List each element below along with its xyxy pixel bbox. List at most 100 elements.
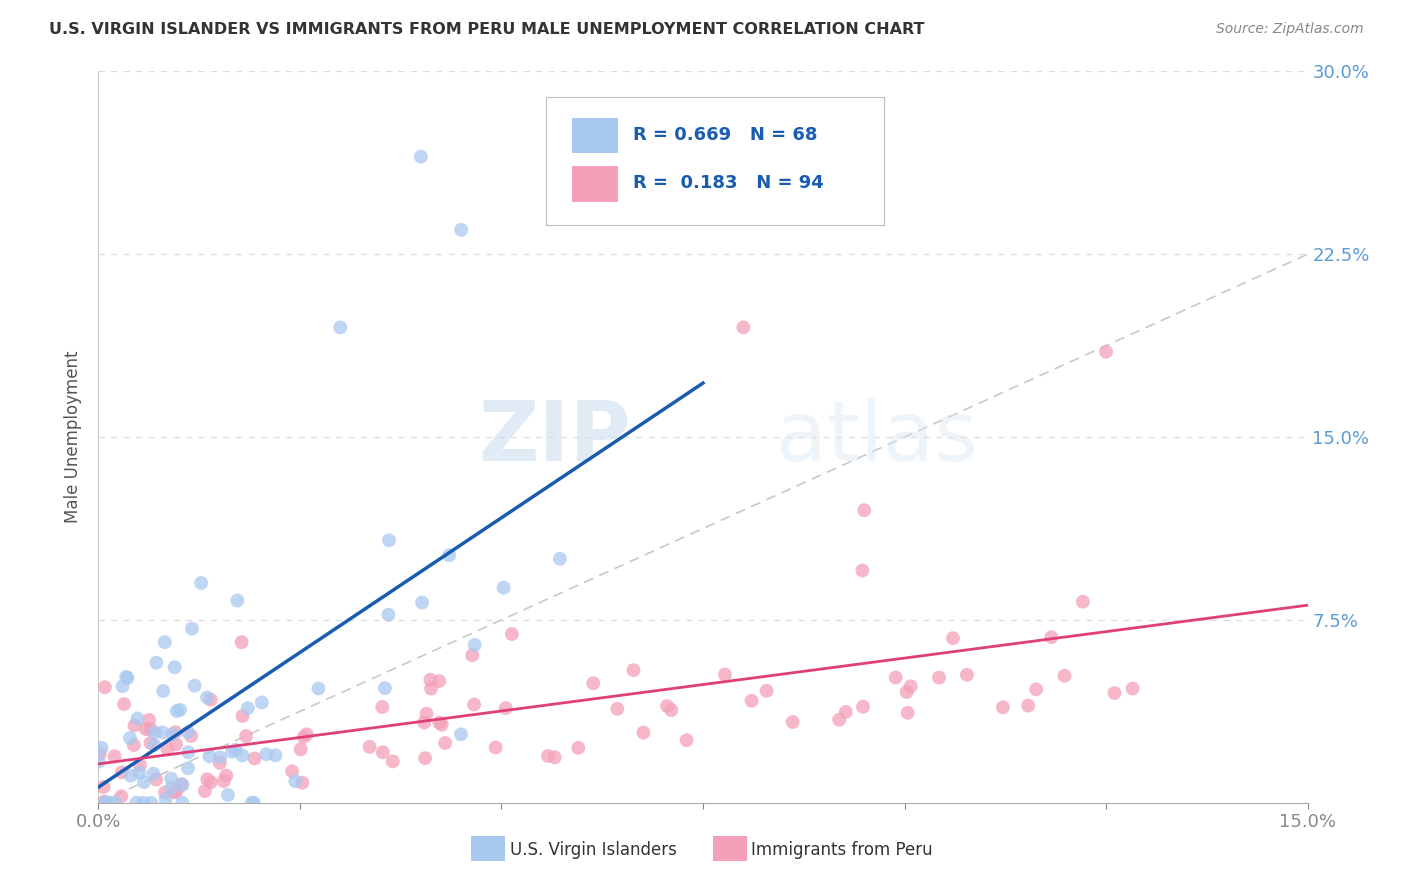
Point [896,685,918,699]
Point [501,627,523,641]
Point [852,699,875,714]
Point [231,635,253,649]
Point [209,750,232,764]
Point [548,551,571,566]
Point [170,777,193,791]
Point [120,731,142,745]
Point [122,738,145,752]
Point [125,796,148,810]
Point [463,698,485,712]
Point [160,772,183,786]
Point [112,697,135,711]
Point [190,576,212,591]
Point [200,692,222,706]
Point [94,680,117,694]
Point [143,738,166,752]
Point [143,725,166,739]
Point [172,796,194,810]
Point [450,727,472,741]
Point [1017,698,1039,713]
Point [142,766,165,780]
Point [655,699,678,714]
Point [1071,595,1094,609]
Point [567,740,589,755]
Point [153,785,176,799]
Point [782,714,804,729]
Point [169,703,191,717]
Point [413,751,436,765]
Point [240,796,263,810]
Point [177,761,200,775]
Point [411,595,433,609]
Point [1095,344,1118,359]
Point [928,671,950,685]
Point [250,696,273,710]
Point [409,150,432,164]
Text: atlas: atlas [776,397,977,477]
Point [420,681,443,696]
Point [828,713,851,727]
Point [115,670,138,684]
Point [96,796,118,810]
Point [1104,686,1126,700]
Point [231,709,253,723]
Point [290,742,312,756]
Point [104,796,127,810]
Point [212,774,235,789]
Point [87,755,110,769]
Point [1053,669,1076,683]
Point [755,684,778,698]
Point [145,656,167,670]
Point [606,702,628,716]
FancyBboxPatch shape [471,837,505,862]
Text: R = 0.669   N = 68: R = 0.669 N = 68 [633,126,817,144]
Point [991,700,1014,714]
Point [897,706,920,720]
Point [359,739,381,754]
Point [208,756,231,770]
Point [177,725,200,739]
Point [900,679,922,693]
FancyBboxPatch shape [713,837,747,862]
Point [413,715,436,730]
Point [236,701,259,715]
Point [243,751,266,765]
Point [139,723,162,737]
FancyBboxPatch shape [546,97,884,225]
Point [94,796,117,810]
Point [145,772,167,787]
Point [128,765,150,780]
Point [292,730,315,744]
Point [295,727,318,741]
Point [90,740,112,755]
Point [129,758,152,772]
Point [307,681,329,696]
Point [884,671,907,685]
Point [231,748,253,763]
Point [1040,630,1063,644]
Text: R =  0.183   N = 94: R = 0.183 N = 94 [633,174,824,193]
Point [152,684,174,698]
Point [127,712,149,726]
Point [132,796,155,810]
Point [623,663,645,677]
Point [464,638,486,652]
Point [124,718,146,732]
Point [1122,681,1144,696]
Point [450,223,472,237]
Point [93,780,115,794]
Point [200,775,222,789]
Point [195,772,218,787]
Point [851,564,873,578]
Point [98,796,121,810]
Point [181,622,204,636]
Point [582,676,605,690]
Point [225,742,247,756]
Point [155,792,177,806]
Point [675,733,697,747]
Text: Immigrants from Peru: Immigrants from Peru [751,840,934,859]
Point [226,593,249,607]
Point [153,635,176,649]
Point [111,765,134,780]
Point [537,749,560,764]
